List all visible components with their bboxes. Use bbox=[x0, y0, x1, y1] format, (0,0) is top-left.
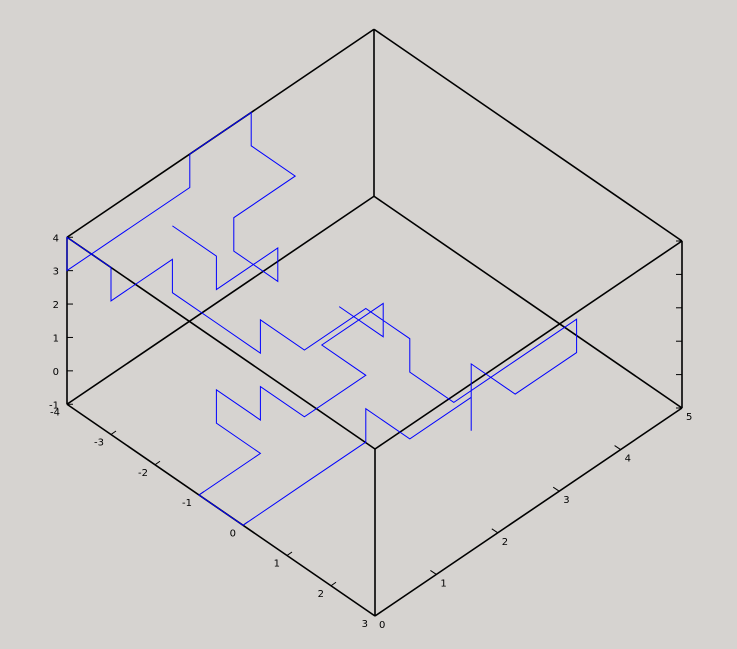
x-tick-label: -2 bbox=[138, 468, 148, 479]
series-line bbox=[66, 111, 578, 526]
y-tick bbox=[614, 445, 621, 451]
x-tick bbox=[110, 430, 117, 435]
y-tick-label: 4 bbox=[625, 454, 631, 465]
y-tick bbox=[491, 528, 499, 534]
x-tick-label: 3 bbox=[362, 619, 368, 630]
box-edge bbox=[373, 28, 683, 242]
x-tick-label: 0 bbox=[230, 528, 236, 539]
x-tick bbox=[66, 400, 73, 405]
z-tick-label: 0 bbox=[53, 367, 59, 378]
x-tick-label: 2 bbox=[318, 589, 324, 600]
box-edge bbox=[66, 195, 375, 405]
y-tick bbox=[552, 486, 560, 492]
y-tick-label: 0 bbox=[379, 620, 385, 631]
x-tick bbox=[374, 612, 381, 617]
x-tick-label: 1 bbox=[274, 559, 280, 570]
series-walk bbox=[66, 111, 578, 526]
z-tick-label: 1 bbox=[53, 333, 59, 344]
x-tick bbox=[286, 551, 293, 556]
z-tick-label: 3 bbox=[53, 267, 59, 278]
y-tick-label: 2 bbox=[502, 537, 508, 548]
y-tick bbox=[675, 403, 683, 409]
x-tick bbox=[154, 460, 161, 466]
box-edge bbox=[66, 236, 376, 450]
z-tick-label: -1 bbox=[49, 400, 59, 411]
z-tick-label: 4 bbox=[53, 233, 59, 244]
y-tick-label: 5 bbox=[686, 412, 692, 423]
y-tick-label: 3 bbox=[563, 495, 569, 506]
x-tick-label: -4 bbox=[50, 407, 60, 418]
box-edge bbox=[374, 407, 683, 617]
x-tick bbox=[330, 581, 337, 587]
box-edge bbox=[374, 240, 683, 450]
z-tick-label: 2 bbox=[53, 300, 59, 311]
box-edge bbox=[373, 195, 683, 409]
y-tick bbox=[430, 569, 437, 575]
bounding-box bbox=[66, 28, 683, 617]
y-tick-label: 1 bbox=[440, 578, 446, 589]
x-tick-label: -1 bbox=[182, 498, 192, 509]
x-tick-label: -3 bbox=[94, 438, 104, 449]
y-tick bbox=[368, 611, 376, 617]
